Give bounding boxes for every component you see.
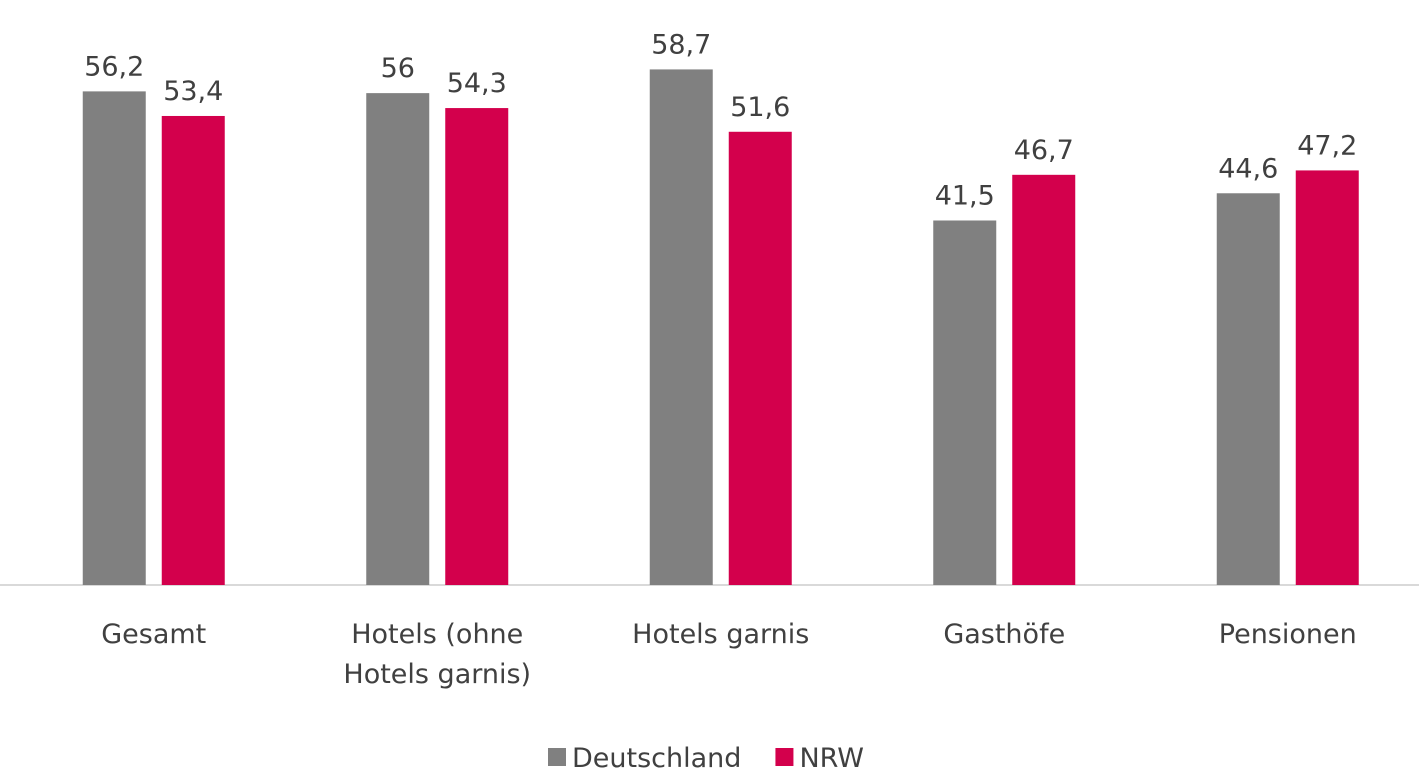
bar	[1012, 174, 1076, 585]
bar	[649, 69, 713, 585]
legend-swatch	[548, 748, 566, 766]
x-tick-label: Gesamt	[101, 619, 207, 650]
bar	[1295, 170, 1359, 585]
bar	[1216, 193, 1280, 585]
bar	[161, 115, 225, 585]
data-label: 56,2	[84, 51, 144, 82]
bar	[728, 131, 792, 585]
legend-label: Deutschland	[572, 743, 741, 774]
x-tick-label: Gasthöfe	[943, 619, 1066, 650]
bar	[445, 108, 509, 585]
data-label: 44,6	[1218, 153, 1278, 184]
data-label: 54,3	[447, 68, 507, 99]
bar	[933, 220, 997, 585]
bar	[366, 93, 430, 585]
data-label: 53,4	[163, 76, 223, 107]
data-label: 47,2	[1297, 130, 1357, 161]
x-tick-label: Pensionen	[1218, 619, 1357, 650]
legend-label: NRW	[799, 743, 864, 774]
x-tick-label: Hotels garnis	[632, 619, 810, 650]
data-label: 58,7	[651, 29, 711, 60]
data-label: 46,7	[1014, 135, 1074, 166]
x-tick-label: Hotels (ohne Hotels garnis)	[343, 619, 532, 690]
data-label: 51,6	[730, 92, 790, 123]
data-label: 56	[381, 53, 415, 84]
data-label: 41,5	[935, 180, 995, 211]
bar	[82, 91, 146, 586]
legend-swatch	[775, 748, 794, 766]
